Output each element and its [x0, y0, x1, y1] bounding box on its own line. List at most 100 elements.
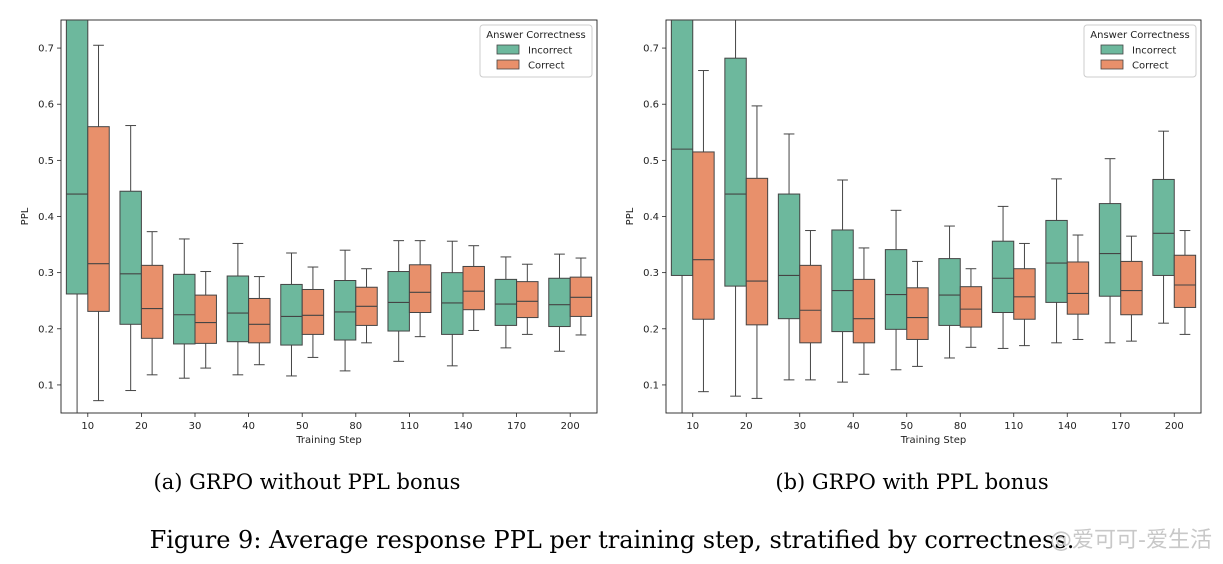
subcaption-b: (b) GRPO with PPL bonus	[775, 470, 1048, 494]
x-axis-label: Training Step	[900, 435, 966, 446]
box-body	[745, 177, 769, 326]
box-body	[799, 264, 822, 344]
box-correct-170	[516, 263, 539, 335]
box-incorrect-80	[938, 225, 961, 359]
x-tick-label: 140	[453, 421, 472, 432]
box-incorrect-110	[991, 205, 1015, 349]
box-body	[670, 20, 694, 276]
box-correct-50	[301, 266, 325, 358]
x-tick-label: 30	[793, 421, 806, 432]
box-body	[1013, 268, 1036, 320]
box-correct-200	[569, 257, 593, 336]
legend: Answer Correctness Incorrect Correct	[479, 24, 593, 78]
box-incorrect-170	[494, 256, 518, 349]
x-tick-label: 200	[1165, 421, 1184, 432]
box-correct-10	[692, 70, 715, 393]
box-body	[569, 276, 593, 317]
legend-title: Answer Correctness	[1090, 30, 1189, 41]
y-tick-label: 0.3	[38, 268, 54, 279]
box-incorrect-40	[226, 242, 250, 376]
box-correct-30	[799, 230, 822, 381]
y-tick-label: 0.3	[643, 268, 659, 279]
box-body	[724, 57, 747, 287]
box-incorrect-170	[1098, 158, 1122, 344]
box-body	[959, 286, 983, 328]
box-body	[516, 281, 539, 319]
x-tick-label: 200	[561, 421, 580, 432]
box-body	[140, 264, 164, 339]
box-body	[65, 20, 89, 295]
legend-swatch-incorrect	[496, 44, 520, 55]
legend-label-incorrect: Incorrect	[528, 46, 572, 57]
box-correct-140	[1066, 234, 1090, 340]
box-correct-80	[355, 268, 378, 344]
y-tick-label: 0.2	[643, 324, 659, 335]
y-tick-label: 0.6	[38, 100, 54, 111]
box-incorrect-40	[831, 179, 854, 383]
box-body	[991, 240, 1015, 314]
box-body	[884, 249, 908, 330]
legend-swatch-correct	[1100, 59, 1124, 70]
box-incorrect-140	[1045, 178, 1068, 344]
x-tick-label: 170	[507, 421, 526, 432]
box-body	[387, 271, 410, 332]
box-body	[548, 277, 571, 328]
box-incorrect-50	[280, 252, 303, 377]
y-tick-label: 0.5	[643, 156, 659, 167]
x-tick-label: 50	[900, 421, 913, 432]
box-incorrect-50	[884, 209, 908, 371]
x-tick-label: 170	[1111, 421, 1130, 432]
box-correct-110	[408, 240, 432, 338]
y-tick-label: 0.7	[643, 44, 659, 55]
chart-panel-b: 0.1 0.2 0.3 0.4 0.5 0.6 0.7 10 20 30 40 50 80 110 140 1…	[625, 19, 1202, 446]
legend-title: Answer Correctness	[486, 30, 585, 41]
box-body	[852, 278, 876, 344]
box-body	[333, 280, 357, 341]
x-tick-label: 140	[1058, 421, 1077, 432]
legend-label-correct: Correct	[528, 61, 565, 72]
box-incorrect-20	[119, 125, 142, 392]
x-tick-label: 10	[81, 421, 94, 432]
y-tick-label: 0.5	[38, 156, 54, 167]
box-body	[1173, 254, 1197, 308]
y-tick-label: 0.2	[38, 324, 54, 335]
box-body	[1066, 261, 1090, 315]
y-tick-label: 0.1	[643, 380, 659, 391]
x-tick-label: 80	[954, 421, 967, 432]
box-correct-40	[248, 276, 271, 366]
box-body	[1045, 219, 1068, 303]
box-body	[87, 126, 110, 312]
y-tick-label: 0.4	[38, 212, 54, 223]
box-body	[173, 273, 196, 345]
y-tick-label: 0.6	[643, 100, 659, 111]
legend-label-correct: Correct	[1132, 61, 1169, 72]
figure-caption: Figure 9: Average response PPL per train…	[150, 526, 1075, 554]
box-incorrect-10	[65, 20, 89, 413]
legend: Answer Correctness Incorrect Correct	[1083, 24, 1197, 78]
legend-swatch-correct	[496, 59, 520, 70]
y-axis-label: PPL	[625, 207, 636, 225]
x-tick-label: 80	[349, 421, 362, 432]
plot-area	[65, 20, 593, 413]
box-incorrect-20	[724, 20, 747, 397]
box-correct-20	[745, 105, 769, 399]
box-body	[906, 287, 929, 340]
box-correct-10	[87, 44, 110, 402]
box-body	[777, 193, 801, 320]
plot-area	[670, 20, 1197, 413]
box-body	[692, 151, 715, 320]
x-tick-label: 30	[189, 421, 202, 432]
x-tick-label: 40	[847, 421, 860, 432]
y-tick-label: 0.7	[38, 44, 54, 55]
y-axis-label: PPL	[20, 207, 31, 225]
box-correct-80	[959, 268, 983, 348]
x-tick-label: 110	[400, 421, 419, 432]
y-tick-label: 0.4	[643, 212, 659, 223]
box-correct-140	[462, 245, 485, 331]
box-body	[1120, 260, 1143, 316]
watermark-text: @爱可可-爱生活	[1050, 528, 1212, 553]
box-correct-50	[906, 260, 929, 367]
box-incorrect-30	[777, 133, 801, 381]
box-correct-200	[1173, 230, 1197, 335]
x-tick-label: 20	[740, 421, 753, 432]
